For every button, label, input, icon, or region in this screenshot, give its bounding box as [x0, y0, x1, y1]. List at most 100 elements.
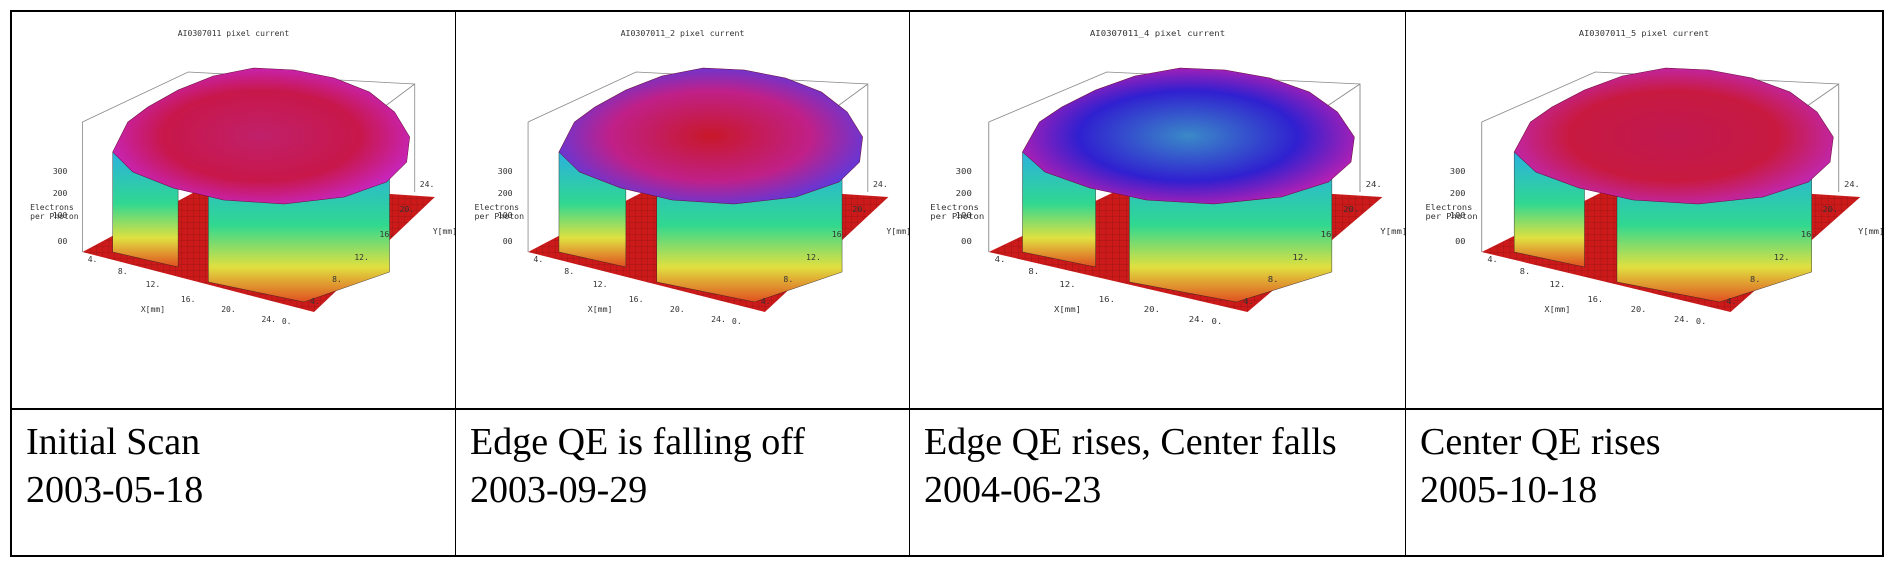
- y-axis-label: Y[mm]: [1858, 226, 1882, 236]
- x-tick-label: 16.: [1588, 294, 1604, 304]
- x-tick-label: 8.: [564, 266, 574, 276]
- top-surface: [1022, 67, 1355, 205]
- y-tick-label: 20.: [1823, 204, 1839, 214]
- y-axis-label: Y[mm]: [886, 226, 909, 236]
- x-tick-label: 12.: [593, 279, 608, 289]
- top-surface: [558, 67, 863, 205]
- x-tick-label: 8.: [1520, 266, 1530, 276]
- z-tick-label: 300: [1450, 166, 1466, 176]
- y-tick-label: 16.: [379, 230, 394, 239]
- z-tick-label: 100: [53, 211, 68, 220]
- plot-title: AI0307011 pixel current: [178, 29, 290, 38]
- plot-title: AI0307011_5 pixel current: [1579, 28, 1709, 38]
- z-axis-label: Electrons: [30, 203, 74, 212]
- caption-date: 2003-05-18: [26, 469, 204, 511]
- z-axis-label: Electrons: [475, 202, 520, 212]
- x-tick-label: 16.: [629, 294, 644, 304]
- z-tick-label: 100: [956, 211, 972, 220]
- plot-cell-3: AI0307011_4 pixel current 300 200 100 00 Elec…: [910, 12, 1406, 410]
- z-tick-label: 200: [1450, 188, 1466, 198]
- caption-title: Edge QE is falling off: [470, 421, 805, 463]
- x-tick-label: 8.: [118, 267, 128, 276]
- caption-title: Edge QE rises, Center falls: [924, 421, 1337, 463]
- x-tick-label: 12.: [146, 280, 161, 289]
- caption-cell-3: Edge QE rises, Center falls 2004-06-23: [910, 410, 1406, 555]
- y-tick-label: 0.: [1212, 317, 1223, 326]
- surface-plot: AI0307011_2 pixel current 300 200 100 00 Elec…: [475, 28, 909, 326]
- plot-group: AI0307011_2 pixel current 300 200 100 00 Elec…: [475, 28, 909, 326]
- y-tick-label: 0.: [282, 317, 292, 326]
- y-tick-label: 20.: [1343, 205, 1359, 214]
- z-axis-label-2: per Photon: [30, 212, 79, 221]
- x-tick-label: 24.: [1674, 314, 1690, 324]
- caption-title: Center QE rises: [1420, 421, 1661, 463]
- surface-plot: AI0307011_4 pixel current 300 200 100 00 Elec…: [930, 29, 1405, 326]
- x-tick-label: 20.: [1631, 304, 1647, 314]
- plot-cell-2: AI0307011_2 pixel current 300 200 100 00 Elec…: [456, 12, 910, 410]
- plot-group: AI0307011_4 pixel current 300 200 100 00 Elec…: [930, 29, 1405, 326]
- x-tick-label: 12.: [1059, 280, 1075, 289]
- y-tick-label: 8.: [783, 274, 793, 284]
- x-tick-label: 20.: [1144, 305, 1160, 314]
- x-axis-label: X[mm]: [141, 305, 165, 314]
- x-tick-label: 12.: [1550, 279, 1566, 289]
- y-tick-label: 0.: [732, 316, 742, 326]
- surface-plot: AI0307011 pixel current 300 200 100 00 Electr…: [30, 29, 455, 326]
- y-tick-label: 0.: [1696, 316, 1706, 326]
- y-axis-label: Y[mm]: [433, 227, 455, 236]
- comparison-table: AI0307011 pixel current 300 200 100 00 Electr…: [10, 10, 1884, 557]
- y-tick-label: 16.: [832, 229, 847, 239]
- caption-title: Initial Scan: [26, 421, 201, 463]
- caption-cell-4: Center QE rises 2005-10-18: [1406, 410, 1882, 555]
- top-surface: [1513, 67, 1834, 205]
- x-tick-label: 24.: [1189, 315, 1205, 324]
- z-tick-label: 200: [956, 189, 972, 198]
- plot-cell-4: AI0307011_5 pixel current 300 200 100 00 Elec…: [1406, 12, 1882, 410]
- y-axis-label: Y[mm]: [1380, 227, 1405, 236]
- x-tick-label: 20.: [221, 305, 236, 314]
- x-tick-label: 24.: [261, 315, 276, 324]
- z-tick-label: 300: [498, 166, 513, 176]
- y-tick-label: 4.: [1726, 296, 1736, 306]
- z-tick-label: 100: [1450, 210, 1466, 220]
- y-tick-label: 20.: [852, 204, 867, 214]
- z-axis-label: Electrons: [930, 203, 979, 212]
- z-tick-label: 300: [956, 167, 972, 176]
- plot-group: AI0307011_5 pixel current 300 200 100 00 Elec…: [1425, 28, 1882, 326]
- z-axis-label: Electrons: [1425, 202, 1472, 212]
- z-axis-label-2: per Photon: [475, 211, 525, 221]
- y-tick-label: 4.: [1243, 297, 1254, 306]
- z-tick-label: 00: [1455, 236, 1465, 246]
- x-tick-label: 4.: [995, 255, 1006, 264]
- y-tick-label: 4.: [310, 297, 320, 306]
- z-tick-label: 00: [58, 237, 68, 246]
- plot-title: AI0307011_2 pixel current: [621, 28, 745, 38]
- plot-title: AI0307011_4 pixel current: [1090, 29, 1225, 38]
- y-tick-label: 16.: [1321, 230, 1337, 239]
- caption-cell-1: Initial Scan 2003-05-18: [12, 410, 456, 555]
- y-tick-label: 12.: [806, 252, 821, 262]
- x-tick-label: 4.: [1487, 254, 1497, 264]
- caption-date: 2003-09-29: [470, 469, 648, 511]
- y-tick-label: 12.: [1774, 252, 1790, 262]
- y-tick-label: 24.: [1844, 179, 1860, 189]
- surface-plot: AI0307011_5 pixel current 300 200 100 00 Elec…: [1425, 28, 1882, 326]
- plot-cell-1: AI0307011 pixel current 300 200 100 00 Electr…: [12, 12, 456, 410]
- x-axis-label: X[mm]: [588, 304, 613, 314]
- y-tick-label: 8.: [332, 275, 342, 284]
- z-tick-label: 200: [53, 189, 68, 198]
- x-tick-label: 24.: [711, 314, 726, 324]
- top-surface: [112, 67, 410, 205]
- z-axis-label-2: per Photon: [930, 212, 984, 221]
- y-tick-label: 8.: [1268, 275, 1279, 284]
- y-tick-label: 24.: [1366, 180, 1382, 189]
- y-tick-label: 12.: [1293, 253, 1309, 262]
- y-tick-label: 8.: [1750, 274, 1760, 284]
- y-tick-label: 20.: [400, 205, 415, 214]
- caption-cell-2: Edge QE is falling off 2003-09-29: [456, 410, 910, 555]
- x-tick-label: 4.: [88, 255, 98, 264]
- caption-date: 2004-06-23: [924, 469, 1102, 511]
- y-tick-label: 24.: [873, 179, 888, 189]
- y-tick-label: 24.: [420, 180, 435, 189]
- plot-group: AI0307011 pixel current 300 200 100 00 Electr…: [30, 29, 455, 326]
